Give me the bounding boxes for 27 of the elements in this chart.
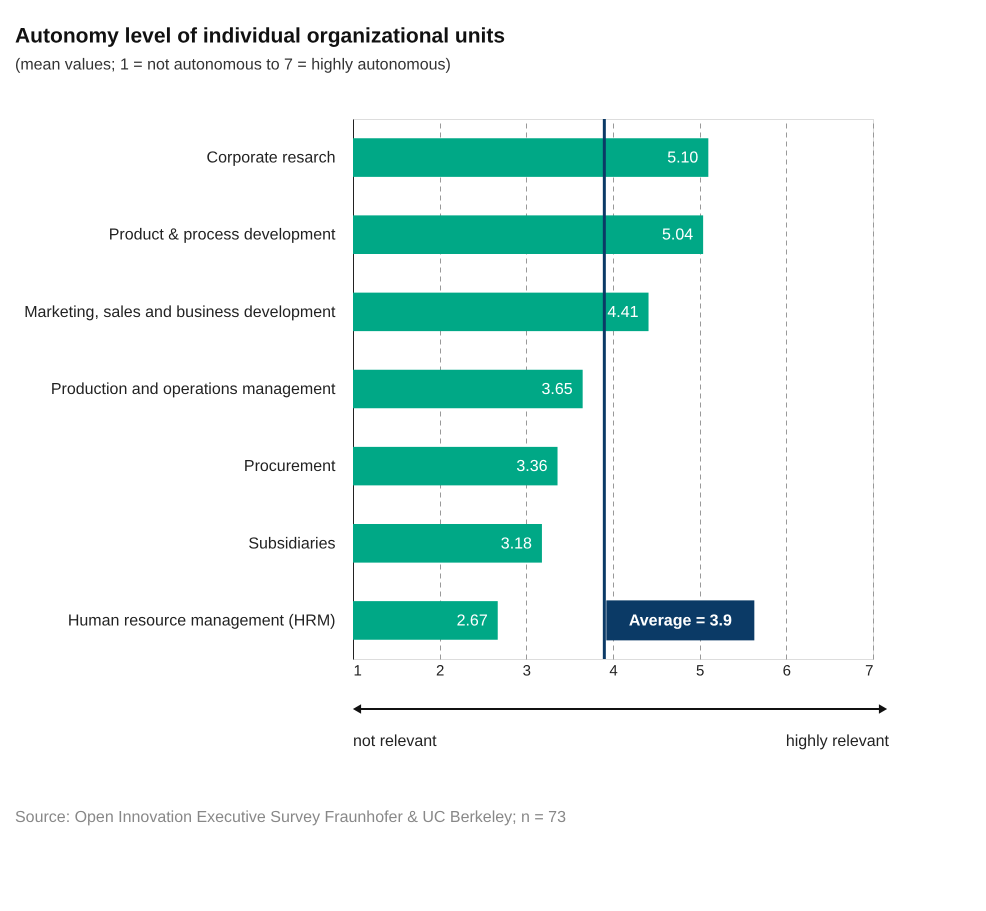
data-label: 3.18	[500, 535, 532, 552]
y-tick-label: Subsidiaries	[248, 535, 336, 552]
text: not relevant	[353, 733, 438, 750]
chart-title: Autonomy level of individual organizational units	[15, 24, 506, 48]
x-tick-label: 6	[782, 662, 792, 680]
x-tick-label: 4	[609, 662, 618, 680]
y-tick-label: Production and operations management	[50, 381, 336, 398]
data-label: 5.04	[662, 226, 694, 244]
y-tick-label: Procurement	[244, 458, 336, 476]
data-label: 3.36	[516, 458, 548, 476]
x-tick-label: 5	[696, 662, 704, 680]
data-label: 3.65	[542, 381, 573, 398]
y-tick-label: Human resource management (HRM)	[68, 612, 336, 630]
text: highly relevant	[786, 733, 890, 750]
chart-subtitle: (mean values; 1 = not autonomous to 7 = highly autonomous)	[15, 56, 451, 74]
x-tick-label: 1	[354, 662, 362, 680]
x-tick-label: 2	[436, 662, 444, 680]
x-tick-label: 7	[865, 662, 874, 680]
x-tick-label: 3	[522, 662, 532, 680]
y-tick-label: Corporate resarch	[206, 150, 336, 167]
y-tick-label: Marketing, sales and business development	[24, 304, 336, 321]
source-note: Source: Open Innovation Executive Survey Fraunhofer & UC Berkeley; n = 73	[15, 809, 566, 826]
data-label: 4.41	[607, 304, 639, 321]
y-tick-label: Product & process development	[108, 226, 336, 244]
data-label: 2.67	[456, 612, 488, 630]
data-label: 5.10	[667, 150, 698, 167]
ref-line-label: Average = 3.9	[628, 612, 732, 630]
